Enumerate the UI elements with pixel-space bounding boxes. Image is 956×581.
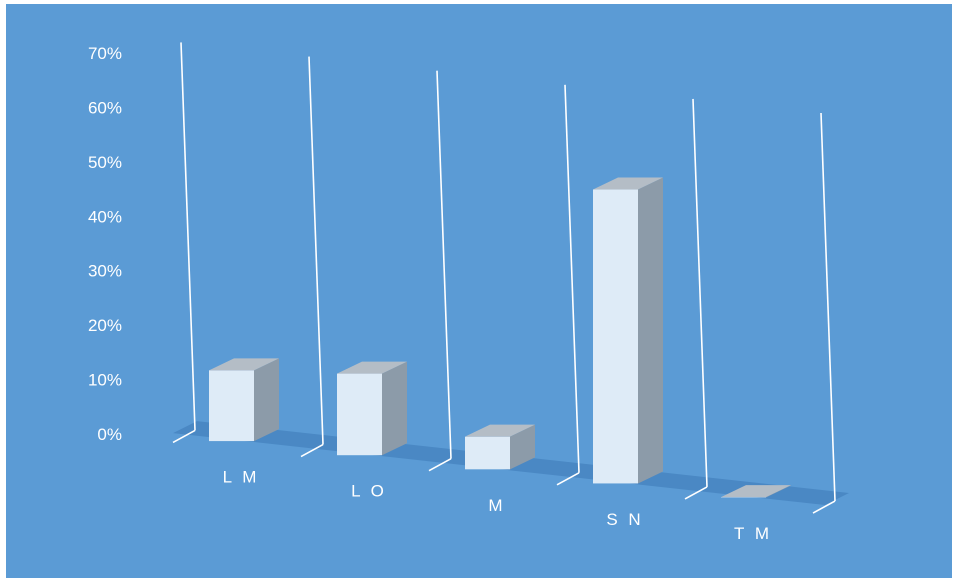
bar-front-M	[465, 436, 510, 470]
bar-side-M	[510, 424, 535, 470]
category-label: S N	[606, 510, 643, 529]
floor-divider-line	[556, 472, 580, 486]
floor-divider-line	[428, 457, 452, 472]
bar-top-TM	[721, 485, 791, 498]
wall-divider-line	[692, 98, 708, 487]
bar-front-LO	[337, 373, 382, 456]
bar-top-LM	[209, 358, 279, 371]
category-label: M	[488, 496, 505, 515]
category-label: T M	[734, 524, 772, 543]
bar-side-LM	[254, 358, 279, 442]
y-tick-label: 70%	[88, 44, 122, 63]
wall-divider-line	[308, 56, 324, 445]
y-tick-label: 30%	[88, 262, 122, 281]
bar-side-SN	[638, 177, 663, 484]
y-tick-label: 0%	[97, 425, 122, 444]
y-tick-label: 10%	[88, 371, 122, 390]
floor-divider-line	[300, 443, 324, 458]
chart-background	[6, 4, 952, 578]
floor-divider-line	[812, 500, 836, 514]
wall-divider-line	[564, 84, 580, 473]
wall-divider-line	[820, 113, 836, 502]
floor-divider-line	[172, 429, 196, 444]
floor-divider-line	[684, 486, 708, 500]
bar-front-SN	[593, 189, 638, 484]
wall-divider-line	[180, 42, 196, 431]
category-label: L O	[351, 482, 387, 501]
bar-side-LO	[382, 361, 407, 456]
bar-side-TM	[766, 485, 791, 498]
bar-top-LO	[337, 361, 407, 374]
bar-top-SN	[593, 177, 663, 190]
y-tick-label: 50%	[88, 153, 122, 172]
y-tick-label: 60%	[88, 98, 122, 117]
chart-area: 0% 10% 20% 30% 40% 50% 60% 70% L M L O M S N T M	[6, 4, 952, 578]
wall-divider-line	[436, 70, 452, 459]
y-tick-label: 40%	[88, 207, 122, 226]
bar-top-M	[465, 424, 535, 437]
category-label: L M	[223, 468, 260, 487]
bar-chart: 0% 10% 20% 30% 40% 50% 60% 70% L M L O M S N T M	[6, 4, 952, 578]
bar-front-LM	[209, 370, 254, 442]
y-tick-label: 20%	[88, 316, 122, 335]
